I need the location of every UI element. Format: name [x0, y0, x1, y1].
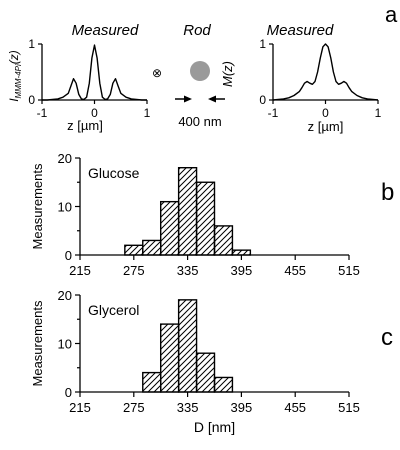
histogram-title: Glycerol — [88, 302, 139, 318]
x-tick-label: 515 — [338, 400, 360, 415]
series-line — [272, 43, 379, 101]
panel-a-left-ylabel: IMMM-4Pi(z) — [7, 50, 23, 102]
y-tick-label: 10 — [58, 200, 72, 215]
x-tick-label: 0 — [322, 106, 329, 120]
y-tick-label: 1 — [28, 37, 35, 51]
series-line — [42, 44, 147, 101]
y-tick-label: 0 — [65, 248, 72, 263]
histogram-bar — [159, 200, 180, 256]
x-tick-label: 395 — [231, 400, 253, 415]
x-tick-label: 335 — [177, 400, 199, 415]
x-tick-label: 275 — [123, 400, 145, 415]
x-tick-label: -1 — [37, 106, 48, 120]
x-tick-label: -1 — [268, 106, 279, 120]
panel-c-letter: c — [381, 324, 393, 351]
x-tick-label: 215 — [69, 400, 91, 415]
x-tick-label: 215 — [69, 263, 91, 278]
x-axis-label: z [µm] — [308, 119, 344, 134]
histogram-bar — [142, 371, 162, 393]
histogram-title: Glucose — [88, 165, 140, 181]
scale-label: 400 nm — [178, 114, 221, 129]
x-tick-label: 275 — [123, 263, 145, 278]
panel-b-histogram: 215 275 335 395 455 515 0 10 20 Measurements Gluco… — [30, 151, 360, 278]
panel-a-center-title: Rod — [183, 22, 211, 39]
histogram-bar — [213, 376, 234, 393]
histogram-bar — [177, 166, 198, 256]
x-tick-label: 395 — [231, 263, 253, 278]
histogram-bar — [177, 299, 198, 393]
left-arrow — [175, 95, 192, 103]
histogram-bar — [159, 323, 180, 393]
panel-a-left-plot: -1 0 101 — [28, 37, 150, 120]
histogram-bar — [124, 244, 144, 256]
panel-b-letter: b — [381, 179, 394, 206]
panel-a-left-title: Measured — [72, 22, 139, 39]
panel-a-right-title: Measured — [267, 22, 334, 39]
panel-c-histogram: 215 275 335 395 455 515 0 10 20 Measurements Glyce… — [30, 288, 360, 435]
x-tick-label: 455 — [284, 400, 306, 415]
histogram-bar — [231, 249, 252, 256]
y-tick-label: 0 — [28, 93, 35, 107]
x-tick-label: 0 — [91, 106, 98, 120]
y-tick-label: 20 — [58, 288, 72, 303]
histogram-bar — [195, 352, 216, 393]
y-tick-label: 10 — [58, 337, 72, 352]
y-tick-label: 0 — [259, 93, 266, 107]
x-tick-label: 1 — [144, 106, 151, 120]
histogram-bar — [195, 181, 216, 256]
cross-symbol: ⊗ — [152, 66, 162, 80]
x-axis-label: D [nm] — [194, 419, 235, 435]
x-tick-label: 455 — [284, 263, 306, 278]
histogram-bar — [213, 225, 234, 256]
x-tick-label: 1 — [375, 106, 382, 120]
y-axis-label: Measurements — [30, 300, 45, 386]
x-tick-label: 335 — [177, 263, 199, 278]
panel-a-right-ylabel: M(z) — [220, 61, 235, 87]
panel-a-left-xlabel: z [µm] — [67, 118, 103, 133]
y-axis-label: Measurements — [30, 163, 45, 249]
histogram-bar — [142, 239, 162, 256]
panel-a-letter: a — [385, 2, 398, 27]
y-tick-label: 1 — [259, 37, 266, 51]
x-tick-label: 515 — [338, 263, 360, 278]
rod-circle — [190, 61, 210, 81]
y-tick-label: 0 — [65, 385, 72, 400]
right-arrow — [208, 95, 225, 103]
y-tick-label: 20 — [58, 151, 72, 166]
